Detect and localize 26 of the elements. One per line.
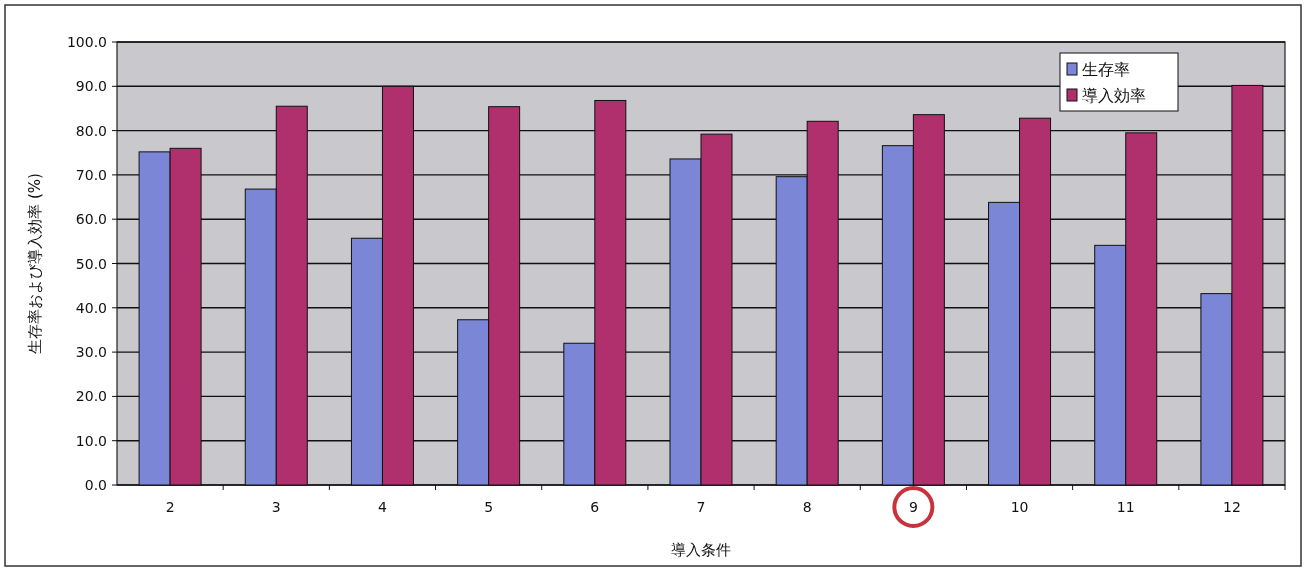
y-tick-label: 90.0 [75, 78, 107, 95]
y-tick-label: 30.0 [75, 344, 107, 361]
x-tick-label: 8 [802, 499, 812, 515]
y-tick-label: 60.0 [75, 211, 107, 228]
x-tick-label: 2 [165, 499, 175, 515]
y-tick-label: 0.0 [84, 477, 107, 493]
x-tick-label: 12 [1222, 499, 1241, 515]
x-tick-label: 6 [590, 499, 600, 515]
y-tick-label: 100.0 [66, 34, 107, 50]
y-tick-label: 70.0 [75, 166, 107, 183]
x-tick-label: 10 [1010, 499, 1029, 515]
x-tick-label: 5 [484, 499, 494, 515]
y-tick-label: 20.0 [75, 388, 107, 405]
y-tick-label: 10.0 [75, 432, 107, 449]
y-tick-label: 40.0 [75, 299, 107, 316]
legend-label: 生存率 [1082, 60, 1130, 79]
x-tick-label: 4 [377, 499, 387, 515]
legend-label: 導入効率 [1082, 86, 1146, 105]
x-tick-label: 11 [1116, 499, 1135, 515]
x-axis-title: 導入条件 [671, 541, 731, 559]
x-tick-label: 3 [271, 499, 281, 515]
y-axis-title: 生存率および導入効率 (%) [26, 173, 44, 354]
x-tick-label: 7 [696, 499, 706, 515]
y-tick-label: 50.0 [75, 255, 107, 272]
x-tick-label: 9 [908, 499, 918, 515]
y-tick-label: 80.0 [75, 122, 107, 139]
